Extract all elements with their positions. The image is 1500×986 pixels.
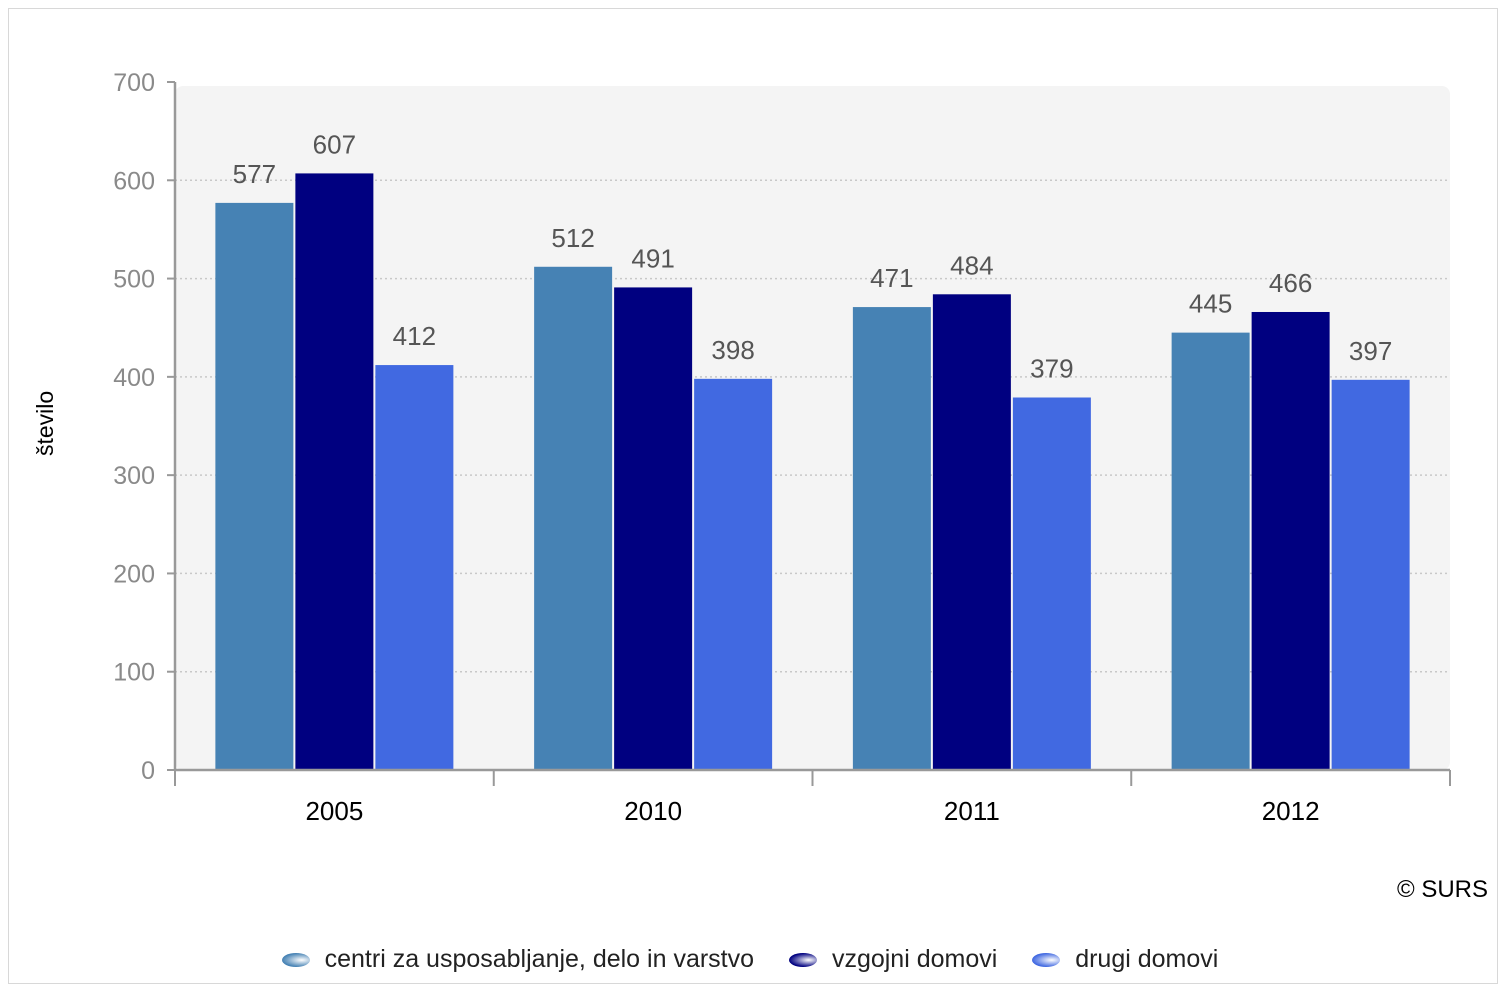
source-credit: © SURS <box>1396 876 1488 903</box>
bar-2012-2 <box>1251 311 1330 770</box>
y-tick-label: 400 <box>113 364 155 392</box>
legend-item-centri[interactable]: centri za usposabljanje, delo in varstvo <box>281 944 755 974</box>
bar-2012-3 <box>1331 379 1410 770</box>
legend-item-drugi[interactable]: drugi domovi <box>1032 945 1218 974</box>
y-tick-label: 300 <box>113 462 155 490</box>
axes: 0 100 200 300 400 500 600 700 2005 2010 2011 2012 <box>113 69 1451 826</box>
plot-background <box>175 86 1450 770</box>
data-label: 466 <box>1269 268 1312 298</box>
legend-label-drugi: drugi domovi <box>1075 944 1219 973</box>
bar-2005-1 <box>215 202 294 771</box>
bar-2005-3 <box>375 365 454 770</box>
y-tick-label: 700 <box>113 69 155 97</box>
data-label: 577 <box>233 159 276 189</box>
bar-2010-3 <box>694 378 773 770</box>
x-tick-label: 2010 <box>624 796 682 826</box>
data-label: 491 <box>631 243 674 273</box>
x-tick-label: 2011 <box>944 796 1000 826</box>
chart-frame <box>8 8 1498 984</box>
data-label: 512 <box>551 223 594 253</box>
data-label: 397 <box>1349 336 1392 366</box>
data-label: 607 <box>313 129 356 159</box>
data-label: 445 <box>1189 289 1232 319</box>
legend: centri za usposabljanje, delo in varstvo… <box>0 944 1500 974</box>
y-tick-label: 200 <box>113 560 155 588</box>
legend-label-vzgojni: vzgojni domovi <box>831 944 998 973</box>
data-label: 412 <box>393 321 436 351</box>
bar-2012-1 <box>1171 332 1250 770</box>
legend-swatch-vzgojni <box>788 953 817 968</box>
data-label: 471 <box>870 263 913 293</box>
data-label: 484 <box>950 250 993 280</box>
legend-item-vzgojni[interactable]: vzgojni domovi <box>788 944 998 974</box>
legend-swatch-drugi <box>1032 953 1061 968</box>
x-tick-label: 2005 <box>305 796 363 826</box>
y-tick-label: 500 <box>113 266 155 294</box>
data-label: 398 <box>711 335 754 365</box>
grid <box>175 86 1450 770</box>
bar-2011-1 <box>852 307 931 770</box>
bar-2010-2 <box>614 287 693 770</box>
data-label: 379 <box>1030 353 1073 383</box>
y-axis-label: število <box>32 390 58 456</box>
bar-2011-2 <box>932 294 1011 770</box>
x-tick-label: 2012 <box>1262 796 1320 826</box>
legend-label-centri: centri za usposabljanje, delo in varstvo <box>324 944 755 973</box>
y-tick-label: 0 <box>141 757 155 785</box>
legend-swatch-centri <box>281 953 310 968</box>
bars: 577 607 412 512 491 398 471 484 379 445 466 397 <box>215 129 1410 771</box>
y-tick-label: 600 <box>113 167 155 195</box>
y-tick-label: 100 <box>113 659 155 687</box>
bar-2010-1 <box>534 266 613 770</box>
bar-2011-3 <box>1012 397 1091 770</box>
bar-2005-2 <box>295 173 374 771</box>
